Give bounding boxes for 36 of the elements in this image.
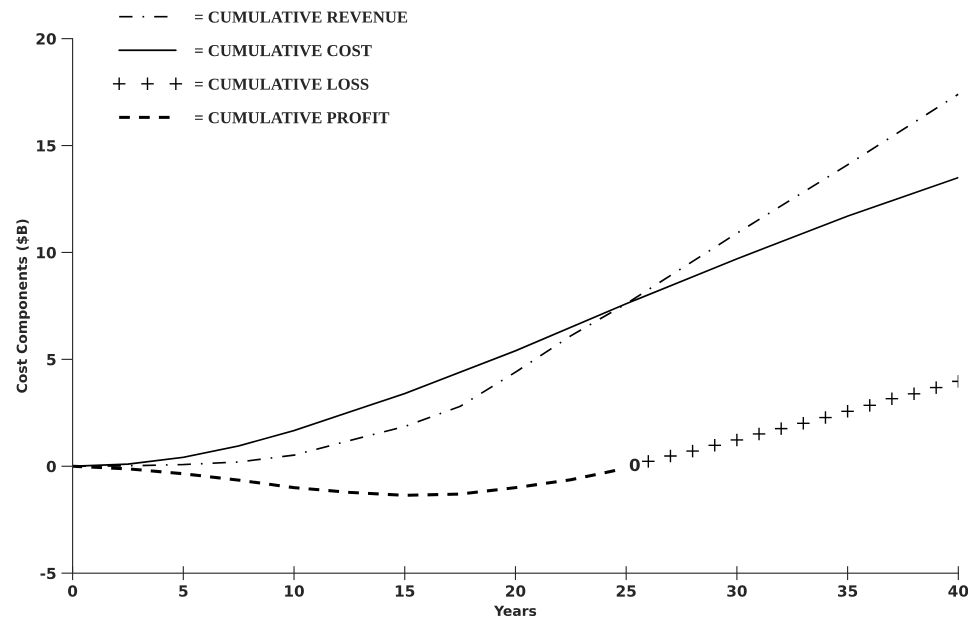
point — [884, 392, 899, 406]
x-tick-label: 40 — [948, 585, 968, 597]
y-tick-label: 15 — [37, 140, 56, 152]
legend-label: = CUMULATIVE LOSS — [195, 78, 368, 90]
point — [796, 416, 810, 430]
x-axis-title: Years — [494, 606, 536, 616]
y-tick-label: 0 — [46, 460, 56, 472]
y-axis-title: Cost Components ($B) — [16, 220, 30, 393]
legend-label: = CUMULATIVE REVENUE — [195, 12, 408, 23]
point — [774, 422, 788, 436]
point — [708, 438, 722, 452]
legend-label: = CUMULATIVE PROFIT — [195, 112, 390, 124]
x-tick-label: 20 — [506, 585, 526, 597]
point — [907, 386, 921, 401]
point — [862, 398, 877, 412]
point — [730, 433, 744, 447]
point — [752, 427, 766, 441]
point — [929, 380, 944, 395]
y-tick-label: 20 — [36, 33, 56, 45]
x-tick-label: 10 — [285, 585, 304, 597]
x-tick-label: 35 — [838, 585, 858, 597]
x-tick-label: 25 — [616, 585, 636, 597]
point — [818, 410, 832, 424]
x-tick-label: 5 — [179, 585, 188, 597]
x-tick-label: 15 — [396, 585, 414, 597]
x-tick-label: 30 — [727, 585, 747, 597]
annotation: 0 — [630, 458, 640, 472]
point — [664, 449, 678, 463]
point — [840, 404, 855, 418]
y-tick-label: -5 — [40, 568, 56, 580]
x-tick-label: 0 — [68, 585, 78, 597]
y-tick-label: 5 — [47, 354, 56, 366]
point — [686, 444, 700, 458]
point — [641, 454, 656, 468]
legend-label: = CUMULATIVE COST — [195, 45, 372, 56]
y-tick-label: 10 — [37, 246, 56, 258]
